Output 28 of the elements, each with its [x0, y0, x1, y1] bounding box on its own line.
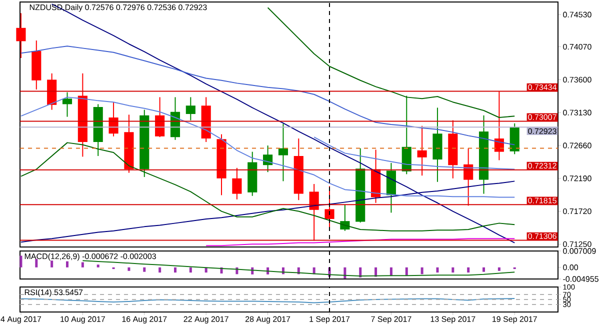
x-tick-label: 13 Sep 2017: [430, 316, 476, 324]
ref-line-label: 0.73007: [528, 114, 556, 120]
chart-title: RSI(14) 53.5457: [24, 289, 83, 297]
y-tick-label: -0.004955: [563, 276, 598, 282]
y-tick-label: 0.007009: [563, 248, 596, 254]
x-tick-label: 28 Aug 2017: [246, 316, 290, 324]
ref-line-label: 0.71306: [528, 233, 556, 239]
y-tick-label: 0.71720: [563, 208, 592, 214]
y-tick-label: 0.72660: [563, 142, 592, 148]
x-tick-label: 4 Aug 2017: [0, 316, 42, 324]
ref-line-label: 0.71815: [528, 198, 556, 204]
y-tick-label: 0.73130: [563, 110, 592, 116]
x-tick-label: 16 Aug 2017: [122, 316, 167, 324]
x-tick-label: 19 Sep 2017: [492, 316, 537, 324]
x-tick-label: 1 Sep 2017: [310, 316, 350, 324]
y-tick-label: 0.73600: [563, 76, 592, 83]
x-tick-label: 10 Aug 2017: [60, 316, 105, 324]
y-tick-label: 0.74070: [563, 44, 592, 50]
chart-title: MACD(12,26,9) -0.000672 -0.002003: [24, 253, 156, 261]
x-tick-label: 22 Aug 2017: [184, 316, 228, 324]
y-tick-label: 0.72190: [563, 176, 592, 182]
ref-line-label: 0.73434: [528, 84, 556, 90]
ref-line-label: 0.72312: [528, 162, 556, 169]
y-tick-label: 0.71250: [563, 241, 592, 248]
y-tick-label: 0.74530: [563, 12, 592, 18]
x-tick-label: 7 Sep 2017: [371, 316, 412, 324]
y-tick-label: 0.00: [563, 264, 578, 270]
ref-line-label: 0.72923: [528, 128, 556, 134]
